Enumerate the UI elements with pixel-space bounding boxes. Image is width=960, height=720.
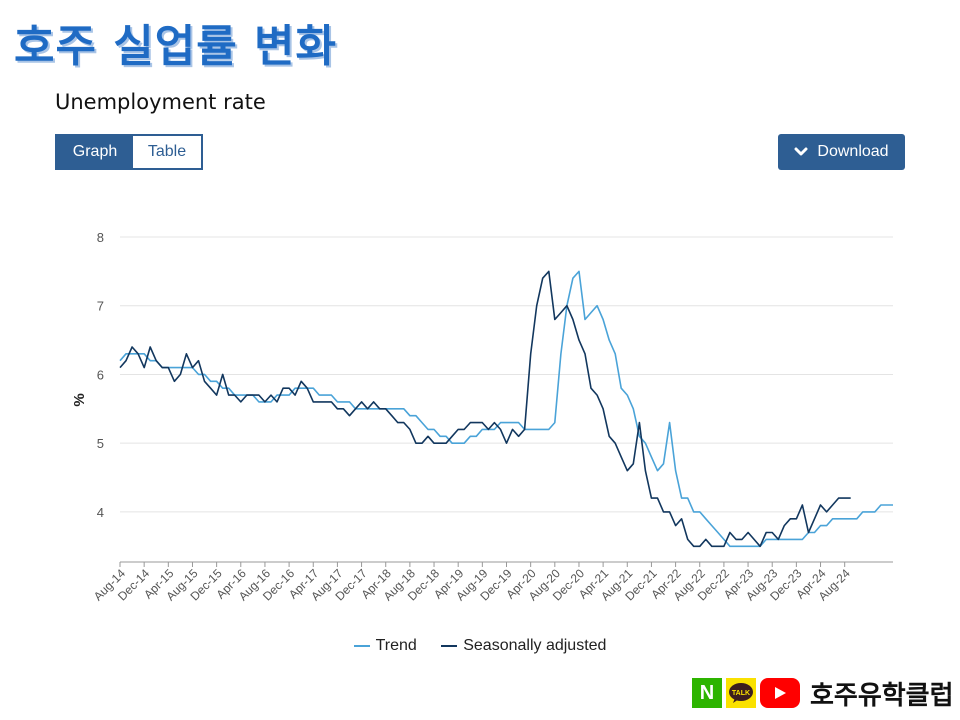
download-label: Download [817, 143, 889, 160]
legend-item-trend[interactable]: Trend [353, 637, 417, 655]
y-tick-label: 7 [97, 299, 104, 314]
series-layer [119, 270, 893, 548]
brand-bar: N TALK 호주유학클럽 [692, 676, 954, 711]
series-line-seasonally-adjusted [119, 270, 851, 548]
y-tick-labels: 4 5 6 7 8 [97, 230, 104, 520]
brand-name: 호주유학클럽 [810, 680, 954, 711]
download-button[interactable]: Download [778, 134, 905, 170]
y-tick-label: 6 [97, 367, 104, 382]
y-tick-label: 8 [97, 230, 104, 245]
graph-tab[interactable]: Graph [57, 136, 133, 168]
x-tick-labels: Aug-14Dec-14Apr-15Aug-15Dec-15Apr-16Aug-… [91, 566, 853, 603]
chart-heading: Unemployment rate [55, 90, 266, 114]
slide-title: 호주 실업률 변화 [14, 21, 337, 72]
kakaotalk-text: TALK [732, 690, 750, 697]
youtube-icon[interactable] [760, 678, 800, 708]
table-tab[interactable]: Table [133, 136, 201, 168]
view-toggle: Graph Table [55, 134, 203, 170]
grid-layer [119, 236, 893, 567]
chevron-down-icon [794, 147, 808, 157]
kakaotalk-icon[interactable]: TALK [726, 678, 756, 708]
series-line-trend [119, 270, 893, 548]
legend-item-seasonally-adjusted[interactable]: Seasonally adjusted [441, 637, 606, 655]
y-tick-label: 5 [97, 436, 104, 451]
legend-label-seasonally-adjusted: Seasonally adjusted [463, 637, 607, 654]
y-axis-label: % [71, 393, 88, 406]
chart-legend: Trend Seasonally adjusted [0, 634, 960, 655]
legend-swatch-seasonally-adjusted [441, 645, 458, 647]
legend-swatch-trend [353, 645, 370, 647]
naver-icon[interactable]: N [692, 678, 722, 708]
y-tick-label: 4 [97, 505, 104, 520]
naver-letter: N [699, 681, 715, 704]
legend-label-trend: Trend [375, 637, 417, 654]
